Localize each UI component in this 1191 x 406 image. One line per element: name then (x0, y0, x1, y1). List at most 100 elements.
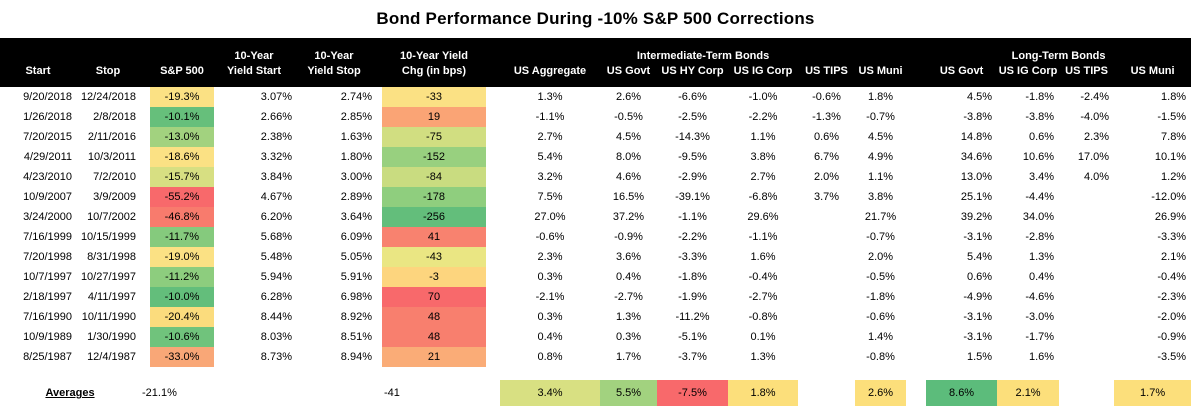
cell-int-us-ig-corp: -2.2% (748, 111, 778, 123)
cell-spacer (140, 147, 150, 167)
cell-long-us-tips: 2.3% (1083, 131, 1110, 143)
col-header-long-us-tips: US TIPS (1059, 63, 1115, 87)
cell-int-us-ig-corp: 1.6% (750, 251, 776, 263)
cell-spacer (374, 287, 382, 307)
cell-stop-date: 12/4/1987 (87, 351, 136, 363)
cell-spacer (374, 127, 382, 147)
cell-spacer (140, 267, 150, 287)
avg-int-us-hy-corp: -7.5% (657, 380, 728, 406)
cell-int-us-tips (798, 227, 855, 247)
cell-spacer (0, 367, 1191, 380)
cell-long-us-muni: 26.9% (1154, 211, 1187, 223)
cell-long-us-ig-corp: 3.4% (1028, 171, 1055, 183)
cell-yield-stop: 2.85% (340, 111, 372, 123)
cell-yield-start: 3.07% (260, 91, 292, 103)
cell-int-us-hy-corp: -3.7% (678, 351, 707, 363)
cell-long-us-ig-corp: 10.6% (1022, 151, 1055, 163)
cell-long-us-govt: -3.1% (963, 331, 993, 343)
cell-spacer (906, 347, 926, 367)
cell-yield-chg: 48 (382, 307, 486, 327)
cell-start-date: 4/23/2010 (23, 171, 72, 183)
cell-spacer (140, 167, 150, 187)
cell-sp500: -13.0% (150, 127, 214, 147)
cell-long-us-govt: 0.6% (966, 271, 993, 283)
cell-spacer (906, 307, 926, 327)
cell-yield-chg: -152 (382, 147, 486, 167)
cell-int-us-aggregate: 0.4% (537, 331, 563, 343)
cell-spacer (906, 147, 926, 167)
cell-stop-date: 10/7/2002 (87, 211, 136, 223)
table-row: 10/9/2007 3/9/2009 -55.2% 4.67% 2.89% -178 7.5… (0, 187, 1191, 207)
avg-long-us-ig-corp: 2.1% (997, 380, 1060, 406)
cell-spacer (486, 147, 500, 167)
cell-spacer (906, 287, 926, 307)
col-header-int-us-muni: US Muni (855, 63, 907, 87)
cell-stop-date: 10/15/1999 (80, 231, 136, 243)
cell-start-date: 7/16/1990 (23, 311, 72, 323)
cell-sp500: -10.1% (150, 107, 214, 127)
cell-yield-chg: -84 (382, 167, 486, 187)
cell-spacer (906, 327, 926, 347)
cell-spacer (486, 380, 500, 406)
table-header: 10-Year 10-Year 10-Year Yield Intermedia… (0, 38, 1191, 87)
table-row: 8/25/1987 12/4/1987 -33.0% 8.73% 8.94% 21 0.8%… (0, 347, 1191, 367)
cell-int-us-muni: 1.4% (867, 331, 894, 343)
cell-yield-stop: 8.51% (340, 331, 372, 343)
bond-performance-table: 10-Year 10-Year 10-Year Yield Intermedia… (0, 38, 1191, 406)
cell-yield-chg: 21 (382, 347, 486, 367)
cell-long-us-muni: -12.0% (1151, 191, 1187, 203)
averages-label: Averages (45, 387, 95, 399)
cell-long-us-muni: 7.8% (1161, 131, 1187, 143)
col-header-long-us-ig-corp: US IG Corp (997, 63, 1060, 87)
cell-long-us-ig-corp: -3.0% (1025, 311, 1055, 323)
cell-yield-stop: 6.98% (340, 291, 372, 303)
cell-start-date: 7/20/1998 (23, 251, 72, 263)
cell-long-us-govt: -4.9% (963, 291, 993, 303)
header-spacer (0, 38, 214, 63)
cell-int-us-hy-corp: -2.9% (678, 171, 707, 183)
cell-long-us-tips: 17.0% (1077, 151, 1110, 163)
cell-int-us-govt: 37.2% (612, 211, 645, 223)
table-row: 10/7/1997 10/27/1997 -11.2% 5.94% 5.91% -3 0.3… (0, 267, 1191, 287)
cell-int-us-aggregate: 0.3% (537, 271, 563, 283)
cell-spacer (374, 247, 382, 267)
averages-row: Averages -21.1% -41 3.4% 5.5% -7.5% 1.8% 2.6% 8.… (0, 380, 1191, 406)
cell-stop-date: 2/8/2018 (93, 111, 136, 123)
cell-long-us-muni: -1.5% (1157, 111, 1187, 123)
avg-int-us-aggregate: 3.4% (500, 380, 600, 406)
cell-yield-stop: 1.63% (340, 131, 372, 143)
cell-long-us-muni: -2.3% (1157, 291, 1187, 303)
cell-spacer (906, 167, 926, 187)
cell-int-us-tips (798, 307, 855, 327)
cell-long-us-govt: 39.2% (960, 211, 993, 223)
cell-long-us-muni: 2.1% (1161, 251, 1187, 263)
header-spacer (486, 63, 500, 87)
cell-yield-chg: -178 (382, 187, 486, 207)
cell-yield-stop: 5.91% (340, 271, 372, 283)
cell-int-us-aggregate: -0.6% (535, 231, 565, 243)
cell-spacer (906, 207, 926, 227)
cell-spacer (294, 380, 374, 406)
cell-int-us-aggregate: 2.7% (537, 131, 563, 143)
cell-int-us-muni: -0.8% (866, 351, 895, 363)
cell-spacer (374, 87, 382, 107)
spacer-row (0, 367, 1191, 380)
cell-int-us-muni: -1.8% (866, 291, 895, 303)
avg-long-us-tips (1059, 380, 1114, 406)
cell-spacer (486, 167, 500, 187)
cell-spacer (140, 87, 150, 107)
cell-spacer (906, 380, 926, 406)
page-title: Bond Performance During -10% S&P 500 Cor… (376, 9, 815, 28)
cell-start-date: 3/24/2000 (23, 211, 72, 223)
cell-yield-start: 8.03% (260, 331, 292, 343)
cell-spacer (374, 167, 382, 187)
cell-int-us-hy-corp: -2.5% (678, 111, 707, 123)
cell-int-us-aggregate: 2.3% (537, 251, 563, 263)
cell-int-us-hy-corp: -1.8% (678, 271, 707, 283)
cell-int-us-tips: 2.0% (813, 171, 840, 183)
cell-long-us-govt: 34.6% (960, 151, 993, 163)
cell-spacer (486, 187, 500, 207)
cell-sp500: -19.3% (150, 87, 214, 107)
cell-stop-date: 10/27/1997 (80, 271, 136, 283)
cell-long-us-tips (1059, 247, 1114, 267)
